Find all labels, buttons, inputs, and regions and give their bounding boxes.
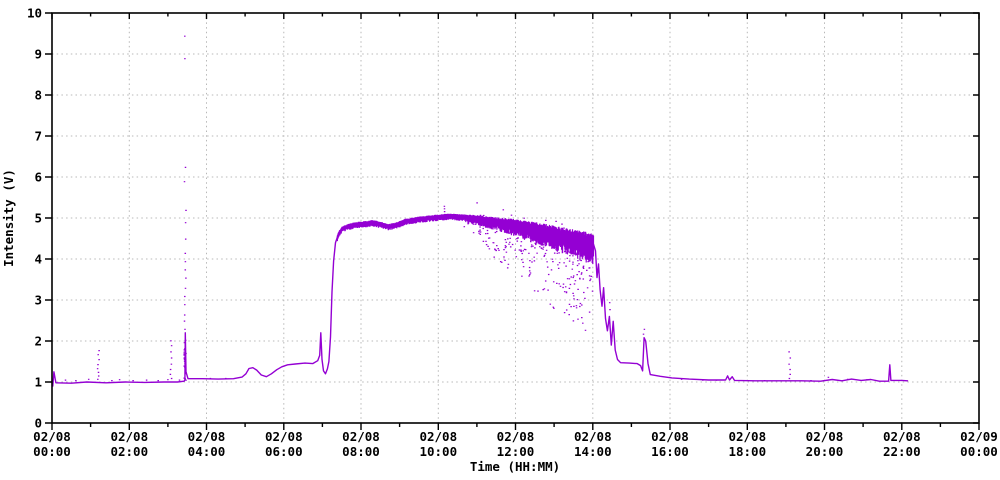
y-tick-label: 5 <box>34 211 42 226</box>
x-tick-label-time: 00:00 <box>960 444 998 459</box>
x-tick-label-time: 02:00 <box>110 444 148 459</box>
y-tick-label: 7 <box>34 129 42 144</box>
y-axis-title: Intensity (V) <box>1 169 16 267</box>
x-tick-label-date: 02/08 <box>419 429 457 444</box>
y-tick-label: 0 <box>34 416 42 431</box>
axis-ticks <box>45 12 980 430</box>
x-axis-title: Time (HH:MM) <box>470 459 560 474</box>
x-tick-label-date: 02/08 <box>574 429 612 444</box>
x-tick-label-date: 02/08 <box>497 429 535 444</box>
x-tick-label-time: 10:00 <box>419 444 457 459</box>
x-tick-label-time: 04:00 <box>188 444 226 459</box>
x-tick-label-date: 02/08 <box>110 429 148 444</box>
x-tick-label-time: 22:00 <box>883 444 921 459</box>
x-tick-label-date: 02/08 <box>33 429 71 444</box>
x-tick-label-date: 02/08 <box>806 429 844 444</box>
x-tick-label-time: 08:00 <box>342 444 380 459</box>
trace-noise-band <box>336 213 595 265</box>
y-tick-label: 9 <box>34 47 42 62</box>
x-tick-label-time: 14:00 <box>574 444 612 459</box>
x-tick-label-time: 20:00 <box>806 444 844 459</box>
x-tick-label-date: 02/08 <box>651 429 689 444</box>
x-tick-label-date: 02/09 <box>960 429 998 444</box>
grid-lines <box>52 13 979 423</box>
x-tick-label-date: 02/08 <box>265 429 303 444</box>
y-tick-label: 2 <box>34 334 42 349</box>
y-tick-label: 1 <box>34 375 42 390</box>
y-tick-label: 8 <box>34 88 42 103</box>
scatter-dots <box>64 35 868 382</box>
intensity-trace <box>52 214 909 387</box>
x-tick-label-time: 06:00 <box>265 444 303 459</box>
x-tick-label-date: 02/08 <box>883 429 921 444</box>
x-tick-label-date: 02/08 <box>728 429 766 444</box>
y-tick-label: 4 <box>34 252 42 267</box>
y-tick-label: 10 <box>27 6 42 21</box>
x-tick-label-time: 16:00 <box>651 444 689 459</box>
x-tick-label-time: 12:00 <box>497 444 535 459</box>
x-tick-label-time: 18:00 <box>728 444 766 459</box>
x-tick-label-date: 02/08 <box>342 429 380 444</box>
x-tick-label-date: 02/08 <box>188 429 226 444</box>
y-tick-label: 3 <box>34 293 42 308</box>
x-tick-label-time: 00:00 <box>33 444 71 459</box>
y-tick-label: 6 <box>34 170 42 185</box>
